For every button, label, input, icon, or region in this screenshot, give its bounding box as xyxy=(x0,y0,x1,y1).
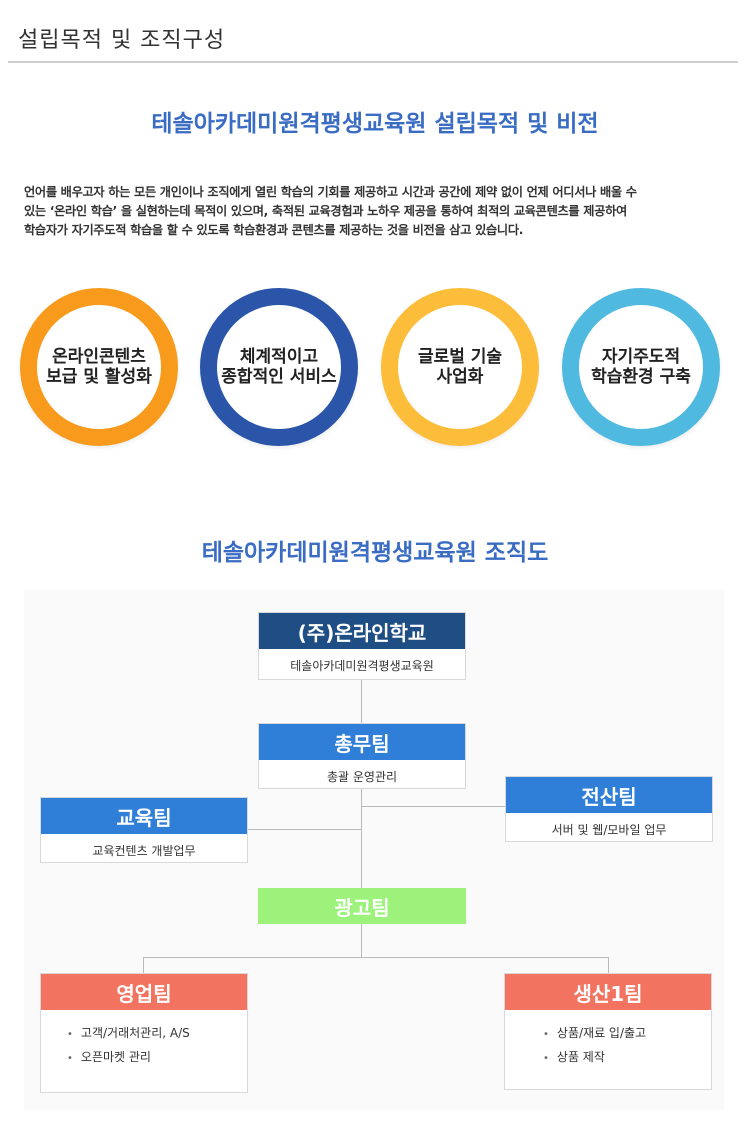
vision-circle-global: 글로벌 기술 사업화 xyxy=(381,288,539,446)
sales-duties: 고객/거래처관리, A/S 오픈마켓 관리 xyxy=(41,1010,247,1070)
connector-line xyxy=(143,957,609,958)
list-item: 고객/거래처관리, A/S xyxy=(67,1022,247,1046)
connector-line xyxy=(361,679,362,724)
production-team-name: 생산1팀 xyxy=(505,974,711,1010)
connector-line xyxy=(361,923,362,958)
org-node-company: (주)온라인학교 테솔아카데미원격평생교육원 xyxy=(258,612,466,680)
connector-line xyxy=(361,806,505,807)
connector-line xyxy=(143,957,144,973)
purpose-line: 언어를 배우고자 하는 모든 개인이나 조직에게 열린 학습의 기회를 제공하고… xyxy=(24,185,637,199)
ad-team-name: 광고팀 xyxy=(258,888,466,924)
it-team-desc: 서버 및 웹/모바일 업무 xyxy=(551,823,667,837)
org-node-sales: 영업팀 고객/거래처관리, A/S 오픈마켓 관리 xyxy=(40,973,248,1093)
edu-team-desc: 교육컨텐츠 개발업무 xyxy=(92,844,196,858)
vision-circle-content: 온라인콘텐츠 보급 및 활성화 xyxy=(20,288,178,446)
page-title: 설립목적 및 조직구성 xyxy=(18,28,226,53)
list-item: 오픈마켓 관리 xyxy=(67,1046,247,1070)
it-team-name: 전산팀 xyxy=(506,777,712,813)
org-node-general: 총무팀 총괄 운영관리 xyxy=(258,723,466,789)
connector-line xyxy=(608,957,609,973)
general-team-desc: 총괄 운영관리 xyxy=(326,770,398,784)
vision-circle-self-directed: 자기주도적 학습환경 구축 xyxy=(562,288,720,446)
company-subtitle: 테솔아카데미원격평생교육원 xyxy=(290,659,434,673)
vision-label: 온라인콘텐츠 보급 및 활성화 xyxy=(46,347,152,387)
list-item: 상품 제작 xyxy=(543,1046,711,1070)
connector-line xyxy=(361,789,362,889)
edu-team-name: 교육팀 xyxy=(41,798,247,834)
org-section-title: 테솔아카데미원격평생교육원 조직도 xyxy=(201,540,549,566)
purpose-section-title: 테솔아카데미원격평생교육원 설립목적 및 비전 xyxy=(151,111,599,137)
general-team-name: 총무팀 xyxy=(259,724,465,760)
org-node-education: 교육팀 교육컨텐츠 개발업무 xyxy=(40,797,248,863)
org-node-ad: 광고팀 xyxy=(258,888,466,924)
vision-label: 자기주도적 학습환경 구축 xyxy=(591,347,691,387)
org-node-it: 전산팀 서버 및 웹/모바일 업무 xyxy=(505,776,713,842)
list-item: 상품/재료 입/출고 xyxy=(543,1022,711,1046)
purpose-description: 언어를 배우고자 하는 모든 개인이나 조직에게 열린 학습의 기회를 제공하고… xyxy=(24,183,730,240)
org-node-production: 생산1팀 상품/재료 입/출고 상품 제작 xyxy=(504,973,712,1090)
vision-label: 체계적이고 종합적인 서비스 xyxy=(221,347,337,387)
company-name: (주)온라인학교 xyxy=(259,613,465,649)
purpose-line: 학습자가 자기주도적 학습을 할 수 있도록 학습환경과 콘텐츠를 제공하는 것… xyxy=(24,223,524,237)
vision-label: 글로벌 기술 사업화 xyxy=(417,347,503,387)
title-divider xyxy=(8,61,738,63)
vision-circle-service: 체계적이고 종합적인 서비스 xyxy=(200,288,358,446)
sales-team-name: 영업팀 xyxy=(41,974,247,1010)
production-duties: 상품/재료 입/출고 상품 제작 xyxy=(505,1010,711,1070)
connector-line xyxy=(248,829,362,830)
purpose-line: 있는 ‘온라인 학습’ 을 실현하는데 목적이 있으며, 축적된 교육경험과 노… xyxy=(24,204,627,218)
